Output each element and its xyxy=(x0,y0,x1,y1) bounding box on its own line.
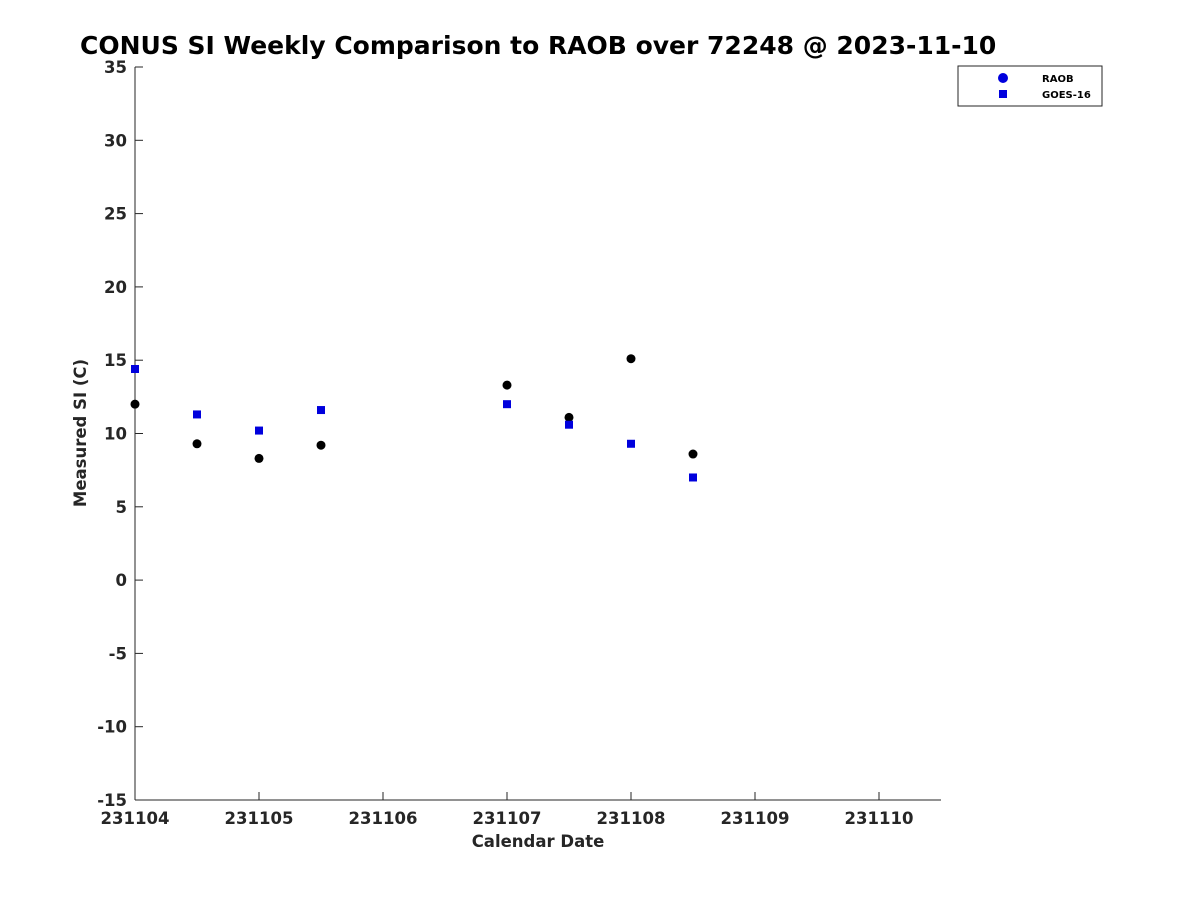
raob-point xyxy=(316,440,326,450)
x-axis: 231104 231105 231106 231107 231108 231109 2311… xyxy=(101,792,914,828)
legend-box xyxy=(957,65,1103,107)
x-axis-label: Calendar Date xyxy=(472,832,605,851)
legend-marker-raob xyxy=(998,73,1008,83)
y-tick-label: 10 xyxy=(104,425,127,444)
y-axis: -15 -10 -5 0 5 10 15 20 25 30 35 xyxy=(97,58,143,810)
raob-point xyxy=(192,439,202,449)
raob-point xyxy=(564,412,574,422)
y-tick-label: -15 xyxy=(97,791,127,810)
y-tick-label: 35 xyxy=(104,58,127,77)
raob-point xyxy=(254,453,264,463)
y-axis-label: Measured SI (C) xyxy=(71,359,90,507)
y-tick-label: -5 xyxy=(109,644,127,663)
y-tick-label: 5 xyxy=(116,498,127,517)
raob-point xyxy=(626,354,636,364)
goes-16-point xyxy=(565,420,573,429)
raob-point xyxy=(688,449,698,459)
legend: RAOB GOES-16 xyxy=(957,65,1103,107)
goes-16-point xyxy=(503,400,511,409)
x-tick-label: 231109 xyxy=(721,809,790,828)
raob-point xyxy=(502,380,512,390)
legend-marker-goes-16 xyxy=(999,90,1007,98)
chart-title: CONUS SI Weekly Comparison to RAOB over … xyxy=(80,31,996,60)
y-tick-label: 15 xyxy=(104,351,127,370)
x-tick-label: 231107 xyxy=(473,809,542,828)
y-tick-label: 20 xyxy=(104,278,127,297)
goes-16-point xyxy=(193,410,201,419)
goes-16-point xyxy=(627,439,635,448)
x-tick-label: 231104 xyxy=(101,809,170,828)
legend-label-raob: RAOB xyxy=(1042,74,1074,85)
goes-16-point xyxy=(317,406,325,415)
x-tick-label: 231105 xyxy=(225,809,294,828)
x-tick-label: 231110 xyxy=(845,809,914,828)
x-tick-label: 231106 xyxy=(349,809,418,828)
x-tick-label: 231108 xyxy=(597,809,666,828)
y-tick-label: 0 xyxy=(116,571,127,590)
y-tick-label: 30 xyxy=(104,131,127,150)
raob-point xyxy=(130,399,140,409)
data-points xyxy=(130,354,698,482)
goes-16-point xyxy=(131,364,139,373)
y-tick-label: 25 xyxy=(104,205,127,224)
goes-16-point xyxy=(255,426,263,435)
y-tick-label: -10 xyxy=(97,718,127,737)
goes-16-point xyxy=(689,473,697,482)
legend-label-goes-16: GOES-16 xyxy=(1042,90,1091,101)
